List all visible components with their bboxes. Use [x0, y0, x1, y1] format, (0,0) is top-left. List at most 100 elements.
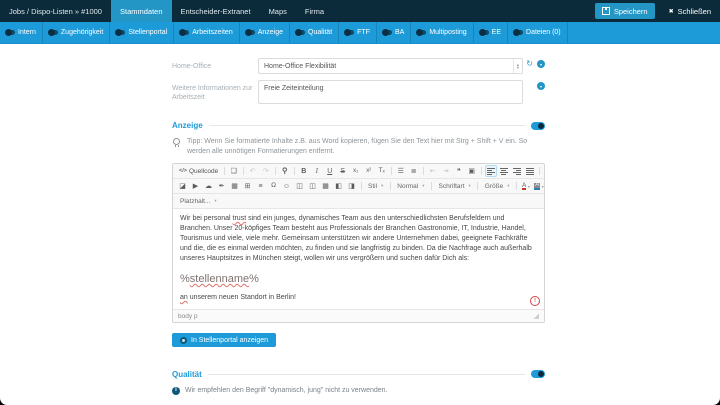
top-bar: Jobs / Dispo-Listen » #1000 Stammdaten E…: [0, 0, 720, 22]
collapse-field-icon[interactable]: [537, 82, 545, 90]
editor-paragraph: Wir bei personal trust sind ein junges, …: [180, 215, 532, 262]
nav-item[interactable]: Dateien (0): [508, 22, 568, 43]
toggle-icon: [5, 29, 15, 36]
nav-item[interactable]: Arbeitszeiten: [174, 22, 240, 43]
refresh-icon[interactable]: ↻: [526, 59, 533, 68]
toggle-icon: [179, 29, 190, 36]
nav-item[interactable]: Stellenportal: [110, 22, 175, 43]
underline-icon[interactable]: U: [327, 167, 333, 175]
align-center[interactable]: [498, 165, 510, 177]
home-office-value: Home-Office Flexibilität: [264, 62, 337, 70]
special-char-icon[interactable]: Ω: [271, 181, 276, 189]
toolbar-separator: [242, 167, 244, 175]
toggle-icon: [344, 29, 355, 36]
toggle-icon: [478, 29, 489, 36]
nav-item[interactable]: Multiposting: [411, 22, 474, 43]
nav-item-label: Intern: [18, 29, 36, 36]
templates-icon[interactable]: ❏: [230, 167, 237, 175]
placeholder-dropdown[interactable]: Platzhalt...: [176, 198, 221, 205]
tab-firma[interactable]: Firma: [296, 0, 333, 22]
cloud-icon[interactable]: ☁: [205, 182, 212, 190]
qualitaet-toggle[interactable]: [531, 370, 545, 378]
portal-eye-icon: [180, 336, 187, 344]
select-spinner-icon[interactable]: ▴ ▾: [512, 59, 522, 73]
nav-item[interactable]: Qualität: [290, 22, 340, 43]
table-icon[interactable]: ⊞: [244, 182, 251, 190]
source-icon: </>: [179, 168, 187, 174]
subscript-icon[interactable]: x₂: [353, 168, 359, 174]
numbered-list-icon[interactable]: ≣: [410, 167, 417, 175]
save-button[interactable]: Speichern: [594, 3, 655, 19]
media-icon[interactable]: ▶: [192, 182, 199, 190]
insert-line-icon[interactable]: ≡: [258, 182, 263, 190]
show-in-portal-button[interactable]: In Stellenportal anzeigen: [172, 333, 277, 347]
nav-item-label: Multiposting: [429, 29, 467, 36]
layout-left-icon[interactable]: ◧: [335, 182, 342, 190]
bidi-ltr-icon[interactable]: ↦: [543, 165, 544, 177]
source-button[interactable]: </> Quellcode: [176, 168, 221, 175]
home-office-select[interactable]: Home-Office Flexibilität ▴ ▾: [258, 58, 523, 74]
div-container-icon[interactable]: ▣: [468, 167, 476, 175]
layout-2col-icon[interactable]: ◫: [296, 182, 303, 190]
find-icon[interactable]: ⚲: [281, 166, 288, 176]
editor-toolbar-row-1: </> Quellcode ❏ ↶ ↷ ⚲ B: [173, 164, 544, 179]
blockquote-icon[interactable]: ❝: [456, 167, 461, 175]
editor-content-area[interactable]: Wir bei personal trust sind ein junges, …: [173, 209, 544, 309]
resize-grip-icon[interactable]: ◢: [533, 312, 539, 320]
collapse-field-icon[interactable]: [537, 60, 545, 68]
align-left[interactable]: [484, 165, 497, 177]
nav-item[interactable]: BA: [377, 22, 412, 43]
bold-icon[interactable]: B: [301, 167, 307, 175]
anzeige-toggle[interactable]: [531, 121, 545, 130]
outdent-icon[interactable]: ⇤: [429, 167, 436, 175]
arbeitszeit-textarea[interactable]: Freie Zeiteinteilung: [258, 80, 523, 104]
layout-grid-icon[interactable]: ▦: [322, 182, 329, 190]
nav-item[interactable]: Intern: [0, 22, 43, 43]
table-wizard-icon[interactable]: ▦: [231, 182, 238, 190]
image-icon[interactable]: ◪: [179, 182, 186, 190]
size-dropdown[interactable]: Größe: [481, 183, 514, 190]
align-right[interactable]: [511, 165, 523, 177]
toolbar-separator: [538, 167, 540, 175]
arbeitszeit-label: Weitere Informationen zur Arbeitszeit: [172, 85, 253, 101]
section-divider: [207, 373, 525, 375]
format-dropdown[interactable]: Normal: [393, 183, 428, 190]
toolbar-separator: [223, 167, 225, 175]
italic-icon[interactable]: I: [315, 166, 318, 175]
home-office-row: Home-Office Home-Office Flexibilität ▴ ▾ …: [172, 58, 545, 74]
editor-toolbar-row-3: Platzhalt...: [173, 194, 544, 209]
bullet-list-icon[interactable]: ☰: [397, 167, 404, 175]
misspelled-word: trust: [232, 215, 247, 222]
layout-3col-icon[interactable]: ◫: [309, 182, 316, 190]
style-dropdown[interactable]: Stil: [364, 183, 387, 190]
smiley-icon[interactable]: ☺: [282, 182, 291, 190]
tab-entscheider-extranet[interactable]: Entscheider-Extranet: [172, 0, 260, 22]
text-color-icon[interactable]: A: [520, 180, 532, 192]
bg-color-icon[interactable]: A: [533, 180, 544, 192]
editor-closing-line: an unserem neuen Standort in Berlin!: [180, 294, 296, 301]
nav-item[interactable]: FTF: [339, 22, 377, 43]
align-justify[interactable]: [524, 165, 536, 177]
nav-item[interactable]: Zugehörigkeit: [43, 22, 111, 43]
font-dropdown[interactable]: Schriftart: [435, 183, 475, 190]
toolbar-separator: [360, 182, 362, 190]
spellcheck-warning-icon[interactable]: !: [530, 296, 540, 306]
top-tab-label: Maps: [268, 6, 287, 16]
superscript-icon[interactable]: x²: [366, 168, 372, 174]
toolbar-separator: [390, 167, 392, 175]
tab-jobs-dispo-listen[interactable]: Jobs / Dispo-Listen » #1000: [0, 0, 111, 22]
tab-maps[interactable]: Maps: [260, 0, 296, 22]
toolbar-separator: [480, 167, 482, 175]
remove-format-icon[interactable]: Tₓ: [378, 166, 385, 174]
strike-icon[interactable]: S: [340, 167, 346, 175]
redo-icon[interactable]: ↷: [262, 167, 269, 175]
tab-stammdaten[interactable]: Stammdaten: [110, 0, 172, 22]
tag-icon[interactable]: ✒: [218, 182, 225, 190]
nav-item[interactable]: Anzeige: [240, 22, 291, 43]
close-button[interactable]: ✖ Schließen: [660, 0, 720, 22]
indent-icon[interactable]: ⇥: [442, 167, 449, 175]
home-office-label: Home-Office: [172, 63, 212, 70]
undo-icon[interactable]: ↶: [249, 167, 256, 175]
layout-right-icon[interactable]: ◨: [348, 182, 355, 190]
nav-item[interactable]: EE: [474, 22, 509, 43]
